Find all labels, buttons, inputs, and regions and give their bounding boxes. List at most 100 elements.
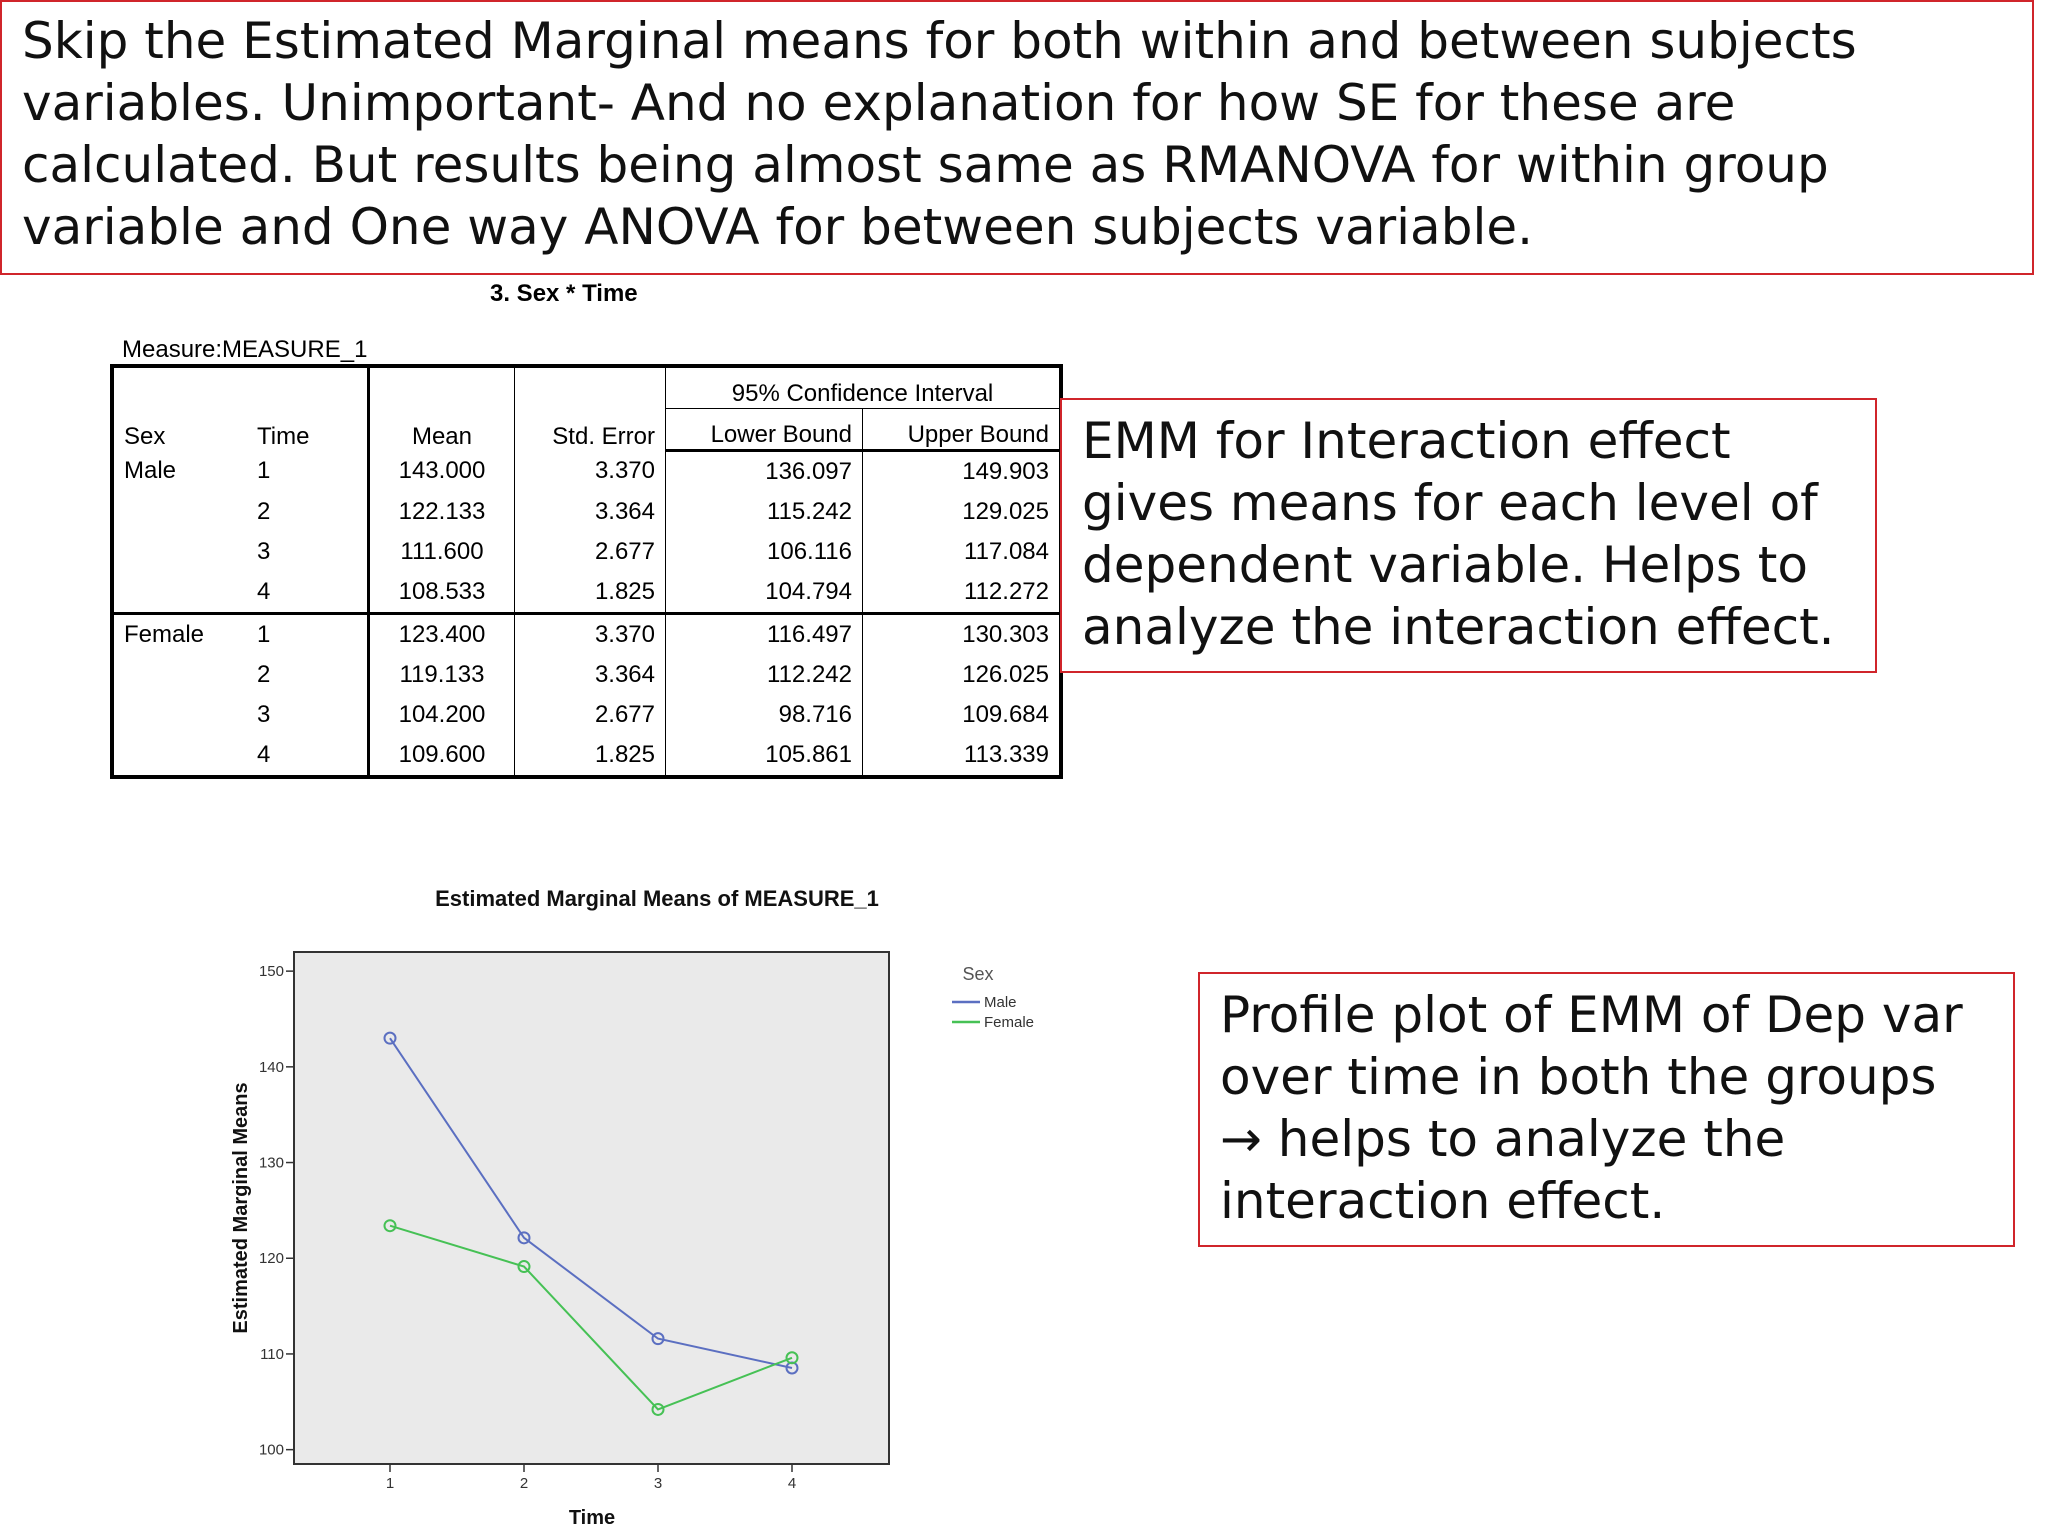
x-tick-label: 1 bbox=[386, 1475, 394, 1492]
cell-lower: 104.794 bbox=[665, 572, 863, 614]
data-point-male bbox=[517, 1231, 531, 1245]
cell-time: 3 bbox=[257, 538, 271, 565]
table-row: Female 1 123.400 3.370 116.497 130.303 bbox=[112, 612, 1061, 655]
table-title: 3. Sex * Time bbox=[490, 280, 638, 307]
cell-upper: 130.303 bbox=[862, 612, 1061, 655]
note-profile-plot: Profile plot of EMM of Dep var over time… bbox=[1198, 972, 2015, 1247]
y-tick-label: 130 bbox=[259, 1155, 284, 1172]
series-layer bbox=[383, 1031, 799, 1416]
cell-time: 2 bbox=[257, 498, 271, 525]
cell-se: 1.825 bbox=[514, 572, 666, 614]
cell-mean: 123.400 bbox=[367, 612, 515, 655]
cell-mean: 109.600 bbox=[367, 735, 515, 777]
cell-sex bbox=[112, 735, 247, 777]
data-point-male bbox=[383, 1031, 397, 1045]
col-header-std-error: Std. Error bbox=[514, 366, 666, 451]
cell-time: 4 bbox=[257, 578, 271, 605]
y-tick-label: 140 bbox=[259, 1059, 284, 1076]
cell-sex: Male bbox=[124, 457, 177, 485]
cell-lower: 106.116 bbox=[665, 532, 863, 572]
cell-se: 3.370 bbox=[514, 612, 666, 655]
cell-se: 3.364 bbox=[514, 492, 666, 532]
cell-upper: 117.084 bbox=[862, 532, 1061, 572]
cell-sex bbox=[112, 532, 247, 572]
x-tick-label: 4 bbox=[788, 1475, 796, 1492]
data-point-female bbox=[383, 1219, 397, 1233]
plot-area bbox=[293, 951, 890, 1465]
x-axis: 1 2 3 4 bbox=[386, 1464, 796, 1492]
cell-upper: 129.025 bbox=[862, 492, 1061, 532]
col-header-mean: Mean bbox=[367, 366, 515, 451]
data-point-female bbox=[651, 1402, 665, 1416]
cell-sex bbox=[112, 572, 247, 614]
cell-upper: 126.025 bbox=[862, 655, 1061, 695]
table-row: 3 104.200 2.677 98.716 109.684 bbox=[112, 695, 1061, 735]
table-header-row-1: Sex Time Mean Std. Error 95% Confidence … bbox=[112, 366, 1061, 451]
col-header-sex: Sex bbox=[124, 422, 166, 450]
table-row: 3 111.600 2.677 106.116 117.084 bbox=[112, 532, 1061, 572]
table-row: 4 109.600 1.825 105.861 113.339 bbox=[112, 735, 1061, 777]
y-axis-label: Estimated Marginal Means bbox=[230, 1082, 252, 1333]
cell-mean: 108.533 bbox=[367, 572, 515, 614]
data-point-female bbox=[517, 1260, 531, 1274]
legend-label-male: Male bbox=[984, 994, 1017, 1011]
cell-upper: 112.272 bbox=[862, 572, 1061, 614]
series-line-male bbox=[389, 1037, 793, 1369]
note-interaction-effect: EMM for Interaction effect gives means f… bbox=[1060, 398, 1877, 673]
cell-sex bbox=[112, 655, 247, 695]
cell-time: 2 bbox=[257, 661, 271, 688]
table-header-row-2: Lower Bound Upper Bound bbox=[112, 408, 1061, 452]
col-header-lower-bound: Lower Bound bbox=[665, 408, 863, 452]
cell-time: 3 bbox=[257, 701, 271, 728]
cell-time: 4 bbox=[257, 741, 271, 768]
legend-label-female: Female bbox=[984, 1014, 1034, 1031]
col-header-time: Time bbox=[257, 422, 310, 450]
table-row: 2 122.133 3.364 115.242 129.025 bbox=[112, 492, 1061, 532]
y-tick-label: 110 bbox=[260, 1346, 284, 1363]
cell-se: 2.677 bbox=[514, 695, 666, 735]
cell-mean: 119.133 bbox=[367, 655, 515, 695]
cell-mean: 104.200 bbox=[367, 695, 515, 735]
cell-lower: 115.242 bbox=[665, 492, 863, 532]
cell-lower: 116.497 bbox=[665, 612, 863, 655]
cell-lower: 136.097 bbox=[665, 450, 863, 492]
y-tick-label: 150 bbox=[259, 963, 284, 980]
cell-upper: 113.339 bbox=[862, 735, 1061, 777]
series-line-female bbox=[389, 1224, 793, 1411]
table-row: 2 119.133 3.364 112.242 126.025 bbox=[112, 655, 1061, 695]
x-tick-label: 2 bbox=[520, 1475, 528, 1492]
cell-mean: 122.133 bbox=[367, 492, 515, 532]
cell-upper: 149.903 bbox=[862, 450, 1061, 492]
cell-sex: Female bbox=[112, 612, 247, 655]
cell-lower: 98.716 bbox=[665, 695, 863, 735]
data-point-male bbox=[651, 1332, 665, 1346]
col-header-upper-bound: Upper Bound bbox=[862, 408, 1061, 452]
cell-time: 1 bbox=[257, 457, 271, 485]
cell-mean: 111.600 bbox=[367, 532, 515, 572]
cell-sex bbox=[112, 492, 247, 532]
cell-lower: 105.861 bbox=[665, 735, 863, 777]
cell-se: 3.370 bbox=[514, 450, 666, 492]
table-row: Male 1 143.000 3.370 136.097 149.903 bbox=[112, 450, 1061, 492]
y-tick-label: 100 bbox=[259, 1442, 284, 1459]
cell-time: 1 bbox=[247, 612, 369, 655]
cell-se: 1.825 bbox=[514, 735, 666, 777]
legend: Sex Male Female bbox=[952, 964, 1034, 1031]
chart-title: Estimated Marginal Means of MEASURE_1 bbox=[435, 886, 879, 911]
profile-plot: Estimated Marginal Means of MEASURE_1 10… bbox=[200, 872, 1080, 1536]
profile-plot-svg: Estimated Marginal Means of MEASURE_1 10… bbox=[230, 886, 1034, 1529]
data-point-female bbox=[785, 1351, 799, 1365]
x-axis-label: Time bbox=[569, 1507, 615, 1529]
cell-se: 3.364 bbox=[514, 655, 666, 695]
emm-table: Sex Time Mean Std. Error 95% Confidence … bbox=[110, 364, 1063, 779]
cell-se: 2.677 bbox=[514, 532, 666, 572]
cell-mean: 143.000 bbox=[367, 450, 515, 492]
legend-title: Sex bbox=[962, 964, 993, 984]
cell-lower: 112.242 bbox=[665, 655, 863, 695]
measure-label: Measure:MEASURE_1 bbox=[122, 336, 368, 363]
cell-upper: 109.684 bbox=[862, 695, 1061, 735]
cell-sex bbox=[112, 695, 247, 735]
y-tick-label: 120 bbox=[259, 1250, 284, 1267]
y-axis: 100 110 120 130 140 150 bbox=[259, 963, 294, 1459]
note-skip-emm: Skip the Estimated Marginal means for bo… bbox=[0, 0, 2034, 275]
